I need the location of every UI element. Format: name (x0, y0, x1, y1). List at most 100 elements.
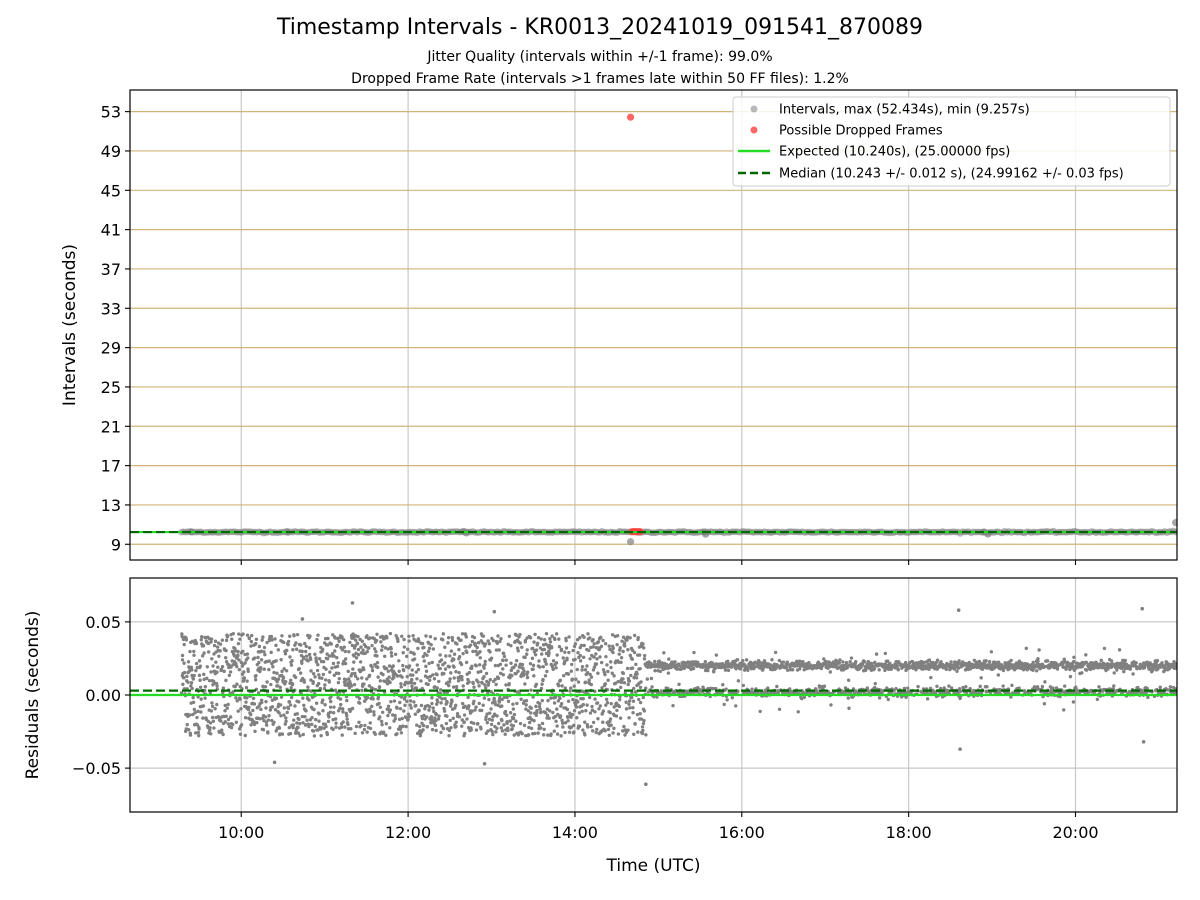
residual-point (1036, 659, 1040, 663)
residual-point (744, 658, 749, 662)
residual-point (542, 647, 547, 652)
residual-point (349, 684, 354, 688)
residual-point (593, 697, 597, 701)
residual-point (307, 652, 312, 657)
residual-point (270, 705, 275, 709)
residual-point (641, 642, 645, 646)
residual-point (410, 668, 414, 672)
residual-point (624, 700, 628, 704)
residual-point (500, 718, 504, 723)
residual-point (289, 663, 294, 667)
residual-point (186, 680, 190, 684)
residual-point (459, 638, 463, 642)
residual-point (894, 686, 898, 691)
residual-point (336, 680, 341, 685)
residual-point (370, 643, 374, 648)
residual-point (528, 636, 533, 640)
residual-point (606, 727, 611, 732)
residual-point (212, 643, 217, 648)
residual-point (730, 696, 734, 700)
residual-point (326, 636, 330, 641)
residual-point (514, 719, 518, 723)
residual-point (351, 667, 355, 671)
residual-point (367, 673, 372, 678)
residual-point (233, 684, 237, 689)
residual-point (199, 635, 204, 639)
residual-point (555, 707, 559, 711)
residual-point (484, 686, 488, 690)
residual-point (844, 661, 849, 665)
residual-point (1080, 671, 1084, 675)
residual-point (1036, 656, 1040, 661)
residual-point (249, 712, 253, 717)
plot-area (130, 113, 1177, 546)
residual-point (306, 659, 310, 663)
residual-point (307, 724, 311, 729)
residual-point (703, 660, 707, 664)
residual-point (331, 711, 336, 715)
residual-point (198, 664, 203, 668)
residual-point (551, 659, 556, 663)
residual-point (1016, 691, 1021, 695)
residual-point (525, 670, 530, 674)
residual-point (337, 671, 341, 676)
residual-point (585, 664, 589, 668)
residual-point (464, 660, 469, 665)
residual-point (488, 678, 493, 682)
residual-point (565, 707, 570, 712)
residual-point (393, 713, 397, 718)
residual-point (627, 699, 632, 703)
residual-point (630, 666, 635, 670)
residual-point (277, 711, 281, 715)
residual-point (557, 644, 562, 649)
residual-point (261, 684, 265, 689)
residual-point (279, 658, 283, 662)
residual-point (349, 727, 353, 731)
residual-point (565, 656, 569, 661)
residual-point (273, 637, 277, 641)
residual-point (377, 701, 381, 706)
residual-point (382, 730, 386, 734)
residual-point (254, 637, 259, 641)
residual-point (481, 703, 485, 707)
residual-point (209, 732, 213, 736)
residual-point (195, 715, 199, 720)
residual-point (538, 665, 542, 669)
residual-point (335, 643, 340, 647)
residual-point (635, 712, 640, 717)
residual-point (512, 712, 517, 717)
residual-point (490, 729, 494, 734)
residual-point (641, 721, 646, 726)
residual-point (517, 665, 522, 669)
residual-point (312, 734, 317, 738)
residual-point (245, 696, 249, 700)
x-axis-label: Time (UTC) (606, 856, 701, 876)
residual-point (407, 664, 412, 668)
residual-point (958, 747, 962, 751)
residual-point (515, 701, 519, 706)
residual-point (431, 647, 436, 651)
residual-point (761, 668, 765, 672)
residual-point (189, 665, 194, 670)
residual-point (468, 643, 473, 647)
residual-point (360, 639, 364, 643)
residual-point (471, 649, 475, 654)
residual-point (713, 666, 718, 670)
residual-point (272, 670, 276, 675)
residual-point (264, 723, 269, 727)
residual-point (285, 648, 289, 653)
residual-point (454, 684, 459, 689)
residual-point (336, 661, 340, 665)
residual-point (1122, 669, 1126, 674)
residual-point (872, 666, 877, 670)
residual-point (317, 657, 322, 661)
residual-point (1167, 667, 1171, 671)
residual-point (545, 713, 550, 718)
residual-point (236, 709, 240, 713)
legend-marker-dropped (750, 126, 758, 134)
residual-point (666, 666, 671, 670)
residual-point (188, 733, 193, 737)
residual-point (486, 639, 490, 643)
residual-point (496, 676, 501, 681)
residual-point (547, 716, 551, 720)
